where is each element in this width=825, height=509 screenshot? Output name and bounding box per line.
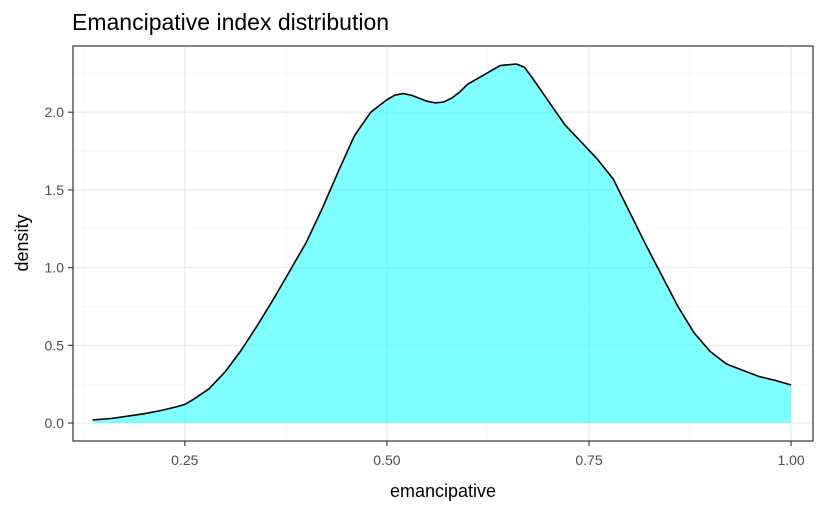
y-tick-label: 1.5	[45, 182, 65, 198]
x-axis: 0.25 0.50 0.75 1.00	[171, 441, 805, 468]
x-axis-title: emancipative	[390, 481, 496, 501]
y-axis-title: density	[12, 214, 32, 271]
x-tick-label: 0.75	[575, 452, 602, 468]
x-tick-label: 0.50	[373, 452, 400, 468]
y-tick-label: 0.0	[45, 415, 65, 431]
chart-title: Emancipative index distribution	[72, 9, 389, 35]
panel-border	[72, 45, 814, 442]
density-area	[92, 64, 792, 424]
x-tick-label: 0.25	[171, 452, 198, 468]
y-axis: 0.0 0.5 1.0 1.5 2.0	[45, 104, 73, 431]
x-tick-label: 1.00	[777, 452, 804, 468]
y-tick-label: 1.0	[45, 260, 65, 276]
y-tick-label: 2.0	[45, 104, 65, 120]
y-tick-label: 0.5	[45, 337, 65, 353]
density-line	[92, 63, 792, 421]
